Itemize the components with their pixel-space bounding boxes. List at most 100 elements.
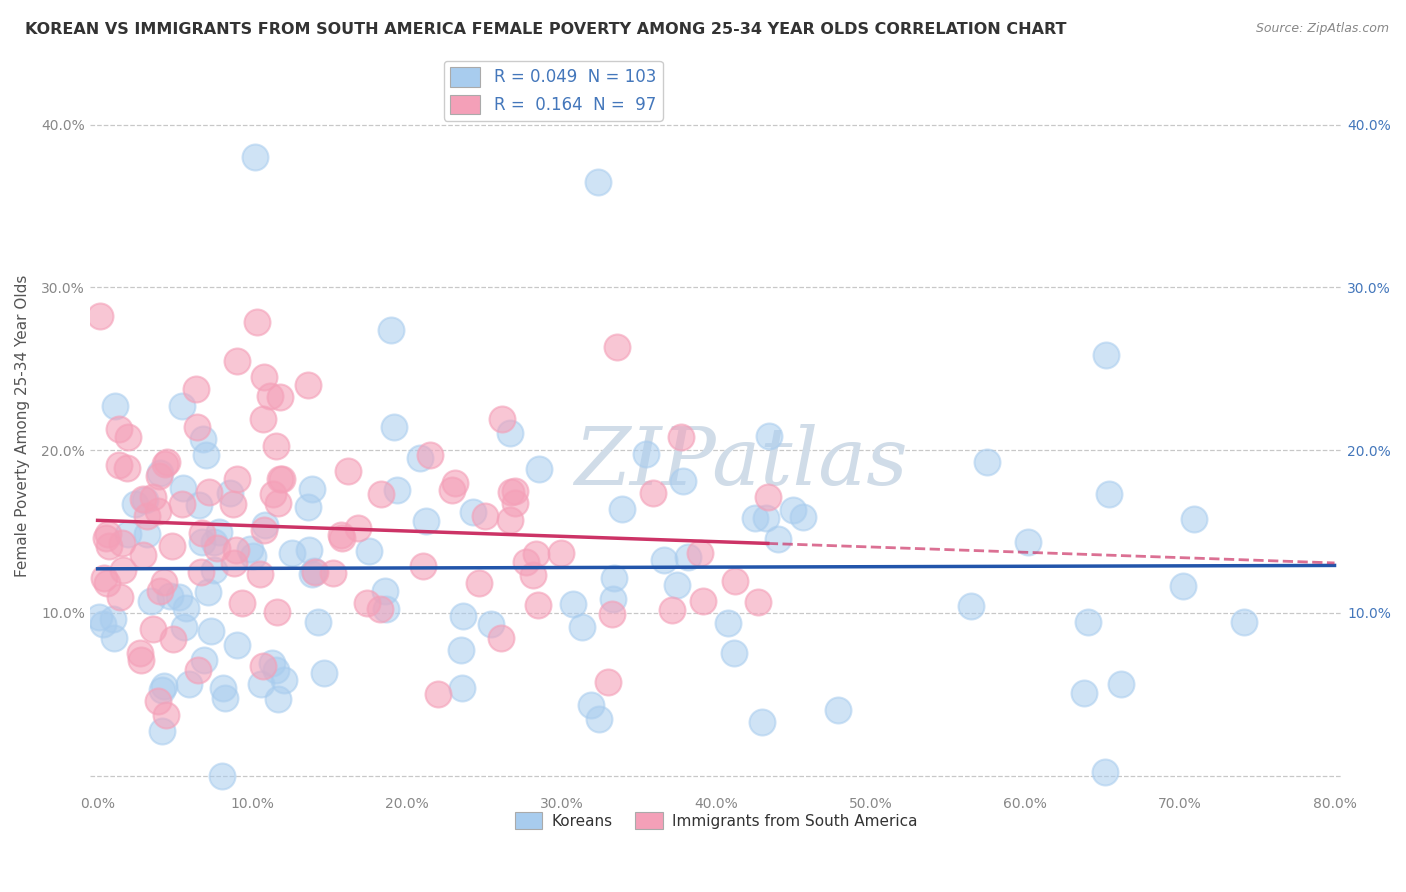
Point — [297, 377, 319, 392]
Point — [1233, 615, 1256, 629]
Point — [129, 646, 152, 660]
Point — [93, 617, 115, 632]
Point — [150, 682, 173, 697]
Point — [172, 399, 194, 413]
Point — [169, 591, 191, 605]
Point — [304, 565, 326, 579]
Point — [124, 497, 146, 511]
Legend: Koreans, Immigrants from South America: Koreans, Immigrants from South America — [509, 805, 924, 836]
Point — [89, 309, 111, 323]
Point — [208, 525, 231, 540]
Point — [419, 448, 441, 462]
Point — [117, 527, 139, 541]
Point — [689, 546, 711, 560]
Point — [600, 607, 623, 622]
Point — [505, 496, 527, 510]
Point — [747, 595, 769, 609]
Point — [264, 663, 287, 677]
Point — [87, 610, 110, 624]
Point — [571, 620, 593, 634]
Point — [301, 483, 323, 497]
Point — [443, 475, 465, 490]
Point — [550, 546, 572, 560]
Point — [501, 485, 523, 500]
Point — [723, 646, 745, 660]
Point — [586, 175, 609, 189]
Y-axis label: Female Poverty Among 25-34 Year Olds: Female Poverty Among 25-34 Year Olds — [15, 275, 30, 577]
Point — [231, 596, 253, 610]
Point — [97, 526, 120, 541]
Point — [468, 575, 491, 590]
Point — [202, 563, 225, 577]
Point — [108, 458, 131, 472]
Point — [666, 578, 689, 592]
Point — [269, 472, 291, 486]
Point — [108, 591, 131, 605]
Point — [661, 603, 683, 617]
Point — [1077, 615, 1099, 630]
Point — [250, 676, 273, 690]
Point — [193, 653, 215, 667]
Point — [242, 549, 264, 563]
Point — [202, 535, 225, 549]
Point — [184, 382, 207, 396]
Point — [108, 422, 131, 436]
Point — [252, 411, 274, 425]
Point — [142, 490, 165, 504]
Point — [260, 656, 283, 670]
Point — [172, 497, 194, 511]
Point — [162, 539, 184, 553]
Point — [782, 503, 804, 517]
Text: ZIPatlas: ZIPatlas — [575, 424, 908, 501]
Point — [356, 596, 378, 610]
Point — [156, 454, 179, 468]
Point — [522, 568, 544, 582]
Point — [190, 566, 212, 580]
Point — [254, 517, 277, 532]
Point — [129, 653, 152, 667]
Point — [474, 508, 496, 523]
Point — [641, 486, 664, 500]
Point — [225, 638, 247, 652]
Point — [606, 340, 628, 354]
Point — [717, 615, 740, 630]
Text: KOREAN VS IMMIGRANTS FROM SOUTH AMERICA FEMALE POVERTY AMONG 25-34 YEAR OLDS COR: KOREAN VS IMMIGRANTS FROM SOUTH AMERICA … — [25, 22, 1067, 37]
Point — [97, 539, 120, 553]
Point — [515, 555, 537, 569]
Point — [252, 658, 274, 673]
Point — [322, 566, 344, 581]
Point — [382, 420, 405, 434]
Point — [259, 389, 281, 403]
Point — [148, 694, 170, 708]
Point — [297, 500, 319, 514]
Point — [596, 675, 619, 690]
Point — [211, 769, 233, 783]
Point — [142, 622, 165, 636]
Point — [177, 677, 200, 691]
Point — [225, 542, 247, 557]
Point — [1182, 512, 1205, 526]
Point — [307, 615, 329, 629]
Point — [135, 508, 157, 523]
Point — [561, 597, 583, 611]
Point — [191, 432, 214, 446]
Point — [243, 150, 266, 164]
Point — [273, 673, 295, 688]
Point — [226, 472, 249, 486]
Point — [246, 315, 269, 329]
Point — [329, 528, 352, 542]
Point — [724, 574, 747, 588]
Point — [94, 531, 117, 545]
Point — [104, 399, 127, 413]
Point — [174, 600, 197, 615]
Point — [426, 687, 449, 701]
Point — [527, 462, 550, 476]
Point — [672, 474, 695, 488]
Point — [212, 681, 235, 695]
Point — [347, 521, 370, 535]
Point — [269, 390, 291, 404]
Point — [602, 591, 624, 606]
Point — [301, 567, 323, 582]
Point — [117, 461, 139, 475]
Point — [262, 487, 284, 501]
